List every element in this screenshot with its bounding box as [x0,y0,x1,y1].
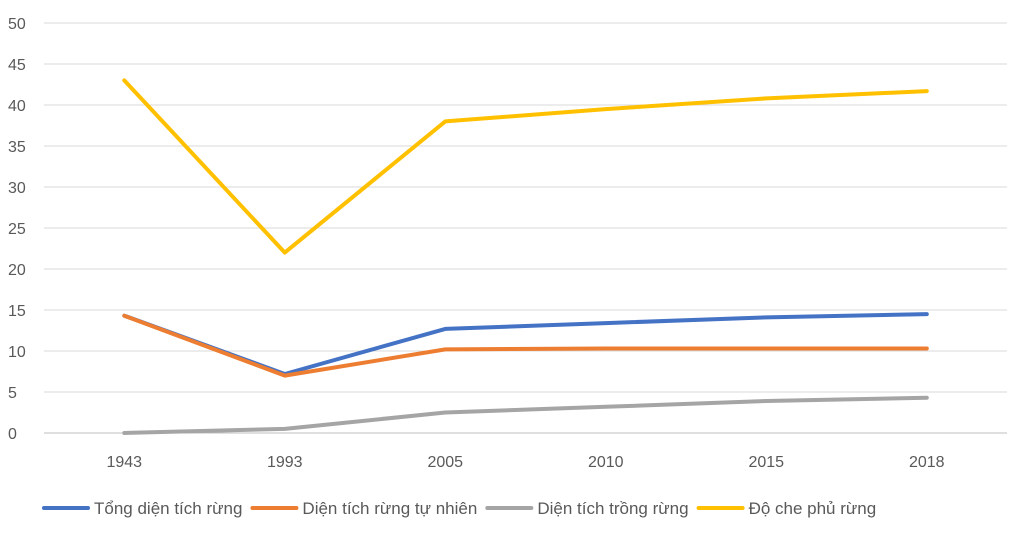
x-tick-label: 2005 [427,454,463,471]
series-lines [122,78,929,435]
x-tick-label: 1993 [267,454,303,471]
y-tick-label: 5 [8,385,17,402]
x-tick-label: 2015 [748,454,784,471]
x-tick-label: 2018 [909,454,945,471]
gridlines [44,22,1007,434]
y-tick-label: 0 [8,426,17,443]
y-tick-label: 25 [8,221,26,238]
y-tick-label: 15 [8,303,26,320]
x-tick-label: 1943 [106,454,142,471]
series-line-4 [122,78,929,255]
legend-label-2: Diện tích rừng tự nhiên [302,499,477,518]
y-axis-ticks: 0 5 10 15 20 25 30 35 40 45 50 [8,16,26,443]
y-tick-label: 30 [8,180,26,197]
y-tick-label: 50 [8,16,26,33]
legend: Tổng diện tích rừng Diện tích rừng tự nhi… [42,499,877,518]
y-tick-label: 45 [8,57,26,74]
y-tick-label: 10 [8,344,26,361]
y-tick-label: 20 [8,262,26,279]
legend-label-4: Độ che phủ rừng [749,499,877,518]
legend-label-1: Tổng diện tích rừng [94,499,242,518]
series-line-2 [122,313,929,378]
x-tick-label: 2010 [588,454,624,471]
legend-label-3: Diện tích trồng rừng [537,499,688,518]
x-axis-ticks: 1943 1993 2005 2010 2015 2018 [106,454,944,471]
y-tick-label: 35 [8,139,26,156]
series-line-1 [122,312,929,376]
series-line-3 [122,395,929,435]
y-tick-label: 40 [8,98,26,115]
